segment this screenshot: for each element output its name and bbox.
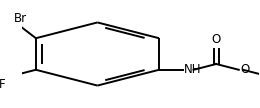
Text: Br: Br: [14, 12, 27, 25]
Text: F: F: [0, 78, 6, 91]
Text: NH: NH: [184, 63, 202, 76]
Text: O: O: [240, 63, 249, 76]
Text: O: O: [212, 33, 221, 46]
